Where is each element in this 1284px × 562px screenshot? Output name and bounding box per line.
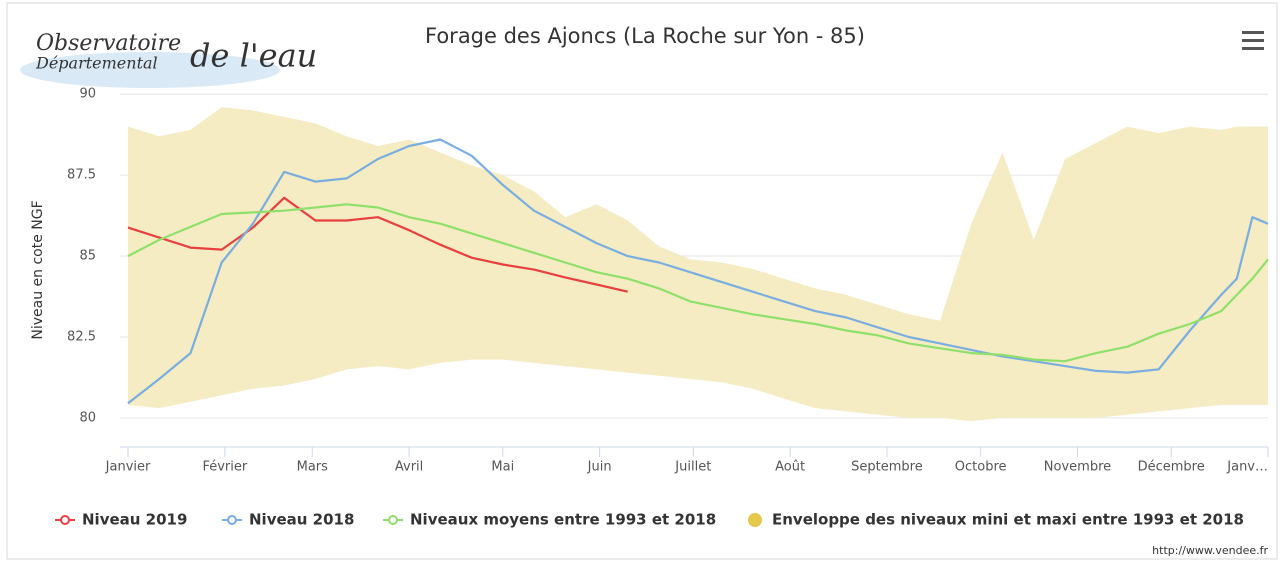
logo-wave [20,52,280,88]
logo-text: Départemental [35,54,158,73]
x-tick-label: Juillet [674,460,711,475]
y-tick-label: 90 [79,87,96,102]
legend-symbol[interactable] [748,513,762,527]
menu-bar[interactable] [1242,31,1264,34]
logo-text: de l'eau [190,37,317,75]
menu-bar[interactable] [1242,47,1264,50]
series-line [127,203,1269,363]
legend-item[interactable]: Enveloppe des niveaux mini et maxi entre… [748,511,1244,529]
x-tick-label: Août [775,460,805,475]
legend-item[interactable]: Niveau 2018 [222,511,354,529]
logo-text: Observatoire [36,31,181,56]
series-line [127,138,1269,405]
x-tick-label: Décembre [1138,460,1205,475]
y-tick-label: 87.5 [67,168,96,183]
legend-label[interactable]: Niveaux moyens entre 1993 et 2018 [410,511,716,529]
x-tick-label: Janv… [1226,460,1268,475]
plot-area: 80 82.5 85 87.5 90 Janvier Février Mars Avril Mai… [67,87,1269,475]
legend-symbol[interactable] [227,515,237,525]
x-tick-label: Mars [297,460,329,475]
chart-title: Forage des Ajoncs (La Roche sur Yon - 85… [425,24,865,48]
x-tick-label: Juin [587,460,612,475]
credits: http://www.vendee.fr [1152,544,1268,557]
legend-item[interactable]: Niveaux moyens entre 1993 et 2018 [383,511,716,529]
x-tick-label: Novembre [1044,460,1111,475]
menu-bar[interactable] [1242,39,1264,42]
x-tick-label: Février [202,460,247,475]
x-tick-label: Janvier [105,460,151,475]
legend-label[interactable]: Enveloppe des niveaux mini et maxi entre… [772,511,1244,529]
y-axis-label: Niveau en cote NGF [30,200,46,339]
legend: Niveau 2019 Niveau 2018 Niveaux moyens ent… [55,511,1244,529]
x-tick-label: Septembre [851,460,923,475]
legend-label[interactable]: Niveau 2018 [249,511,354,529]
legend-item[interactable]: Niveau 2019 [55,511,187,529]
legend-symbol[interactable] [60,515,70,525]
series-line [127,196,628,293]
menu-button[interactable] [1242,31,1264,50]
y-tick-label: 85 [79,249,96,264]
envelope-area [128,107,1268,422]
legend-symbol[interactable] [388,515,398,525]
legend-label[interactable]: Niveau 2019 [82,511,187,529]
logo: Observatoire Départemental de l'eau [20,31,317,88]
x-tick-label: Avril [395,460,423,475]
y-tick-label: 82.5 [67,329,96,344]
y-tick-label: 80 [79,410,96,425]
x-tick-label: Octobre [955,460,1007,475]
x-tick-label: Mai [491,460,514,475]
